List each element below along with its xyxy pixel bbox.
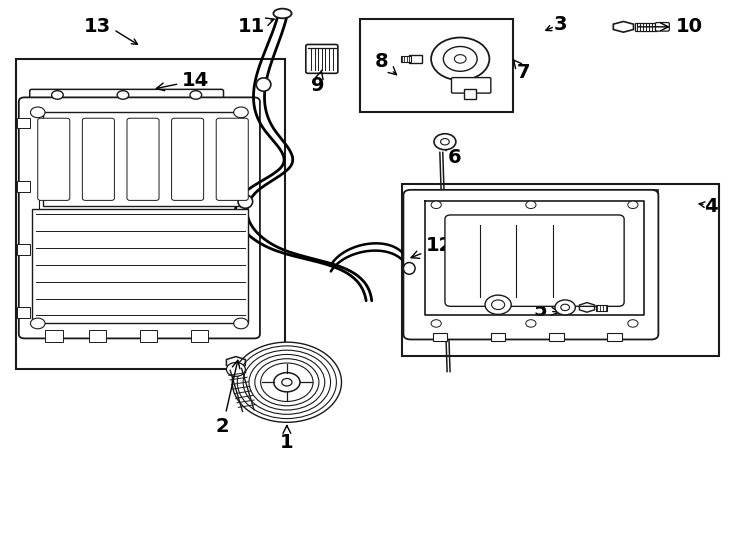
Circle shape <box>117 91 128 99</box>
Bar <box>18 244 30 255</box>
Circle shape <box>282 379 292 386</box>
Circle shape <box>261 363 313 401</box>
Text: 12: 12 <box>411 237 454 258</box>
Bar <box>18 118 30 129</box>
Text: 14: 14 <box>156 71 209 91</box>
Ellipse shape <box>273 9 291 18</box>
FancyBboxPatch shape <box>127 118 159 200</box>
Bar <box>549 333 564 341</box>
Bar <box>43 112 243 206</box>
FancyBboxPatch shape <box>19 97 260 339</box>
Bar <box>608 333 622 341</box>
Circle shape <box>555 300 575 315</box>
Text: 2: 2 <box>216 360 240 436</box>
Circle shape <box>51 91 63 99</box>
Circle shape <box>274 373 300 392</box>
Ellipse shape <box>256 78 271 91</box>
Bar <box>32 209 248 323</box>
Bar <box>191 330 208 342</box>
Circle shape <box>526 201 536 208</box>
Bar <box>18 181 30 192</box>
Bar <box>401 56 411 62</box>
Bar <box>491 333 506 341</box>
FancyBboxPatch shape <box>30 89 223 100</box>
Circle shape <box>226 362 245 376</box>
Circle shape <box>232 342 341 422</box>
Bar <box>410 55 422 63</box>
Bar <box>18 307 30 318</box>
FancyBboxPatch shape <box>82 118 115 200</box>
Text: 5: 5 <box>534 301 559 320</box>
Text: 13: 13 <box>84 17 111 36</box>
Ellipse shape <box>404 262 415 274</box>
Circle shape <box>431 201 441 208</box>
Circle shape <box>454 55 466 63</box>
Circle shape <box>434 134 456 150</box>
Text: 11: 11 <box>239 17 274 36</box>
Circle shape <box>431 37 490 80</box>
FancyBboxPatch shape <box>655 23 669 31</box>
Text: 10: 10 <box>638 17 702 36</box>
Text: 8: 8 <box>375 52 396 75</box>
Circle shape <box>190 91 202 99</box>
Bar <box>16 59 286 369</box>
Circle shape <box>249 354 324 410</box>
Circle shape <box>628 201 638 208</box>
Circle shape <box>30 107 45 118</box>
Ellipse shape <box>238 195 252 208</box>
Circle shape <box>243 350 330 414</box>
Circle shape <box>237 346 336 418</box>
Text: 1: 1 <box>280 426 294 451</box>
Circle shape <box>233 107 248 118</box>
Bar <box>596 305 607 311</box>
Bar <box>45 330 62 342</box>
Circle shape <box>628 320 638 327</box>
Text: 3: 3 <box>554 15 567 33</box>
FancyBboxPatch shape <box>306 44 338 73</box>
Bar <box>139 330 157 342</box>
Circle shape <box>485 295 512 314</box>
Circle shape <box>526 320 536 327</box>
Circle shape <box>492 300 505 309</box>
Bar <box>635 23 657 31</box>
FancyBboxPatch shape <box>451 78 491 93</box>
FancyBboxPatch shape <box>404 190 658 340</box>
FancyBboxPatch shape <box>37 118 70 200</box>
Circle shape <box>431 320 441 327</box>
Bar <box>402 185 719 355</box>
FancyBboxPatch shape <box>217 118 248 200</box>
Bar <box>464 89 476 99</box>
FancyBboxPatch shape <box>445 215 624 306</box>
Circle shape <box>30 318 45 329</box>
Circle shape <box>561 304 570 310</box>
Circle shape <box>255 359 319 406</box>
Circle shape <box>443 46 477 71</box>
Text: 7: 7 <box>514 60 531 82</box>
Bar <box>527 190 658 259</box>
Text: 6: 6 <box>446 142 461 167</box>
Circle shape <box>233 318 248 329</box>
Bar <box>89 330 106 342</box>
Bar <box>360 19 512 112</box>
Text: 9: 9 <box>310 70 324 94</box>
FancyBboxPatch shape <box>172 118 203 200</box>
Text: 4: 4 <box>704 198 718 217</box>
Bar <box>432 333 447 341</box>
Circle shape <box>440 139 449 145</box>
